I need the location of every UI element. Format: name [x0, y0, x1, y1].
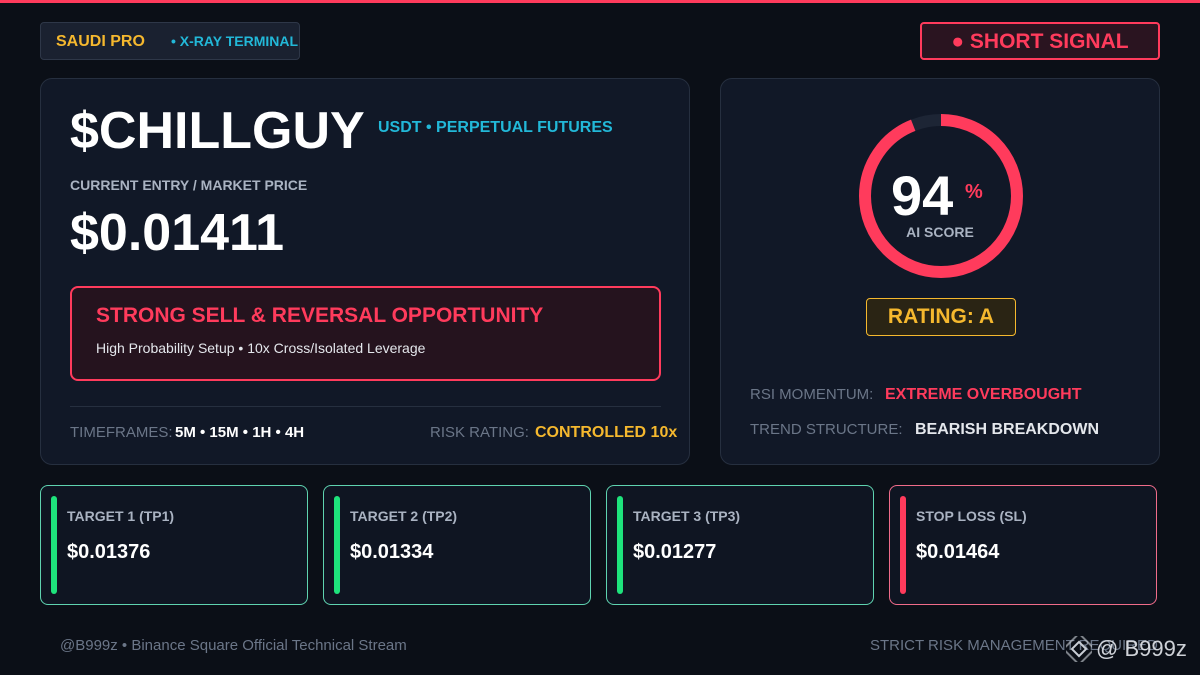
indicator-value: BEARISH BREAKDOWN	[915, 421, 1099, 438]
divider	[70, 406, 661, 407]
target-card: TARGET 3 (TP3) $0.01277	[606, 485, 874, 605]
watermark-logo	[1066, 636, 1092, 662]
stop-loss-label: STOP LOSS (SL)	[916, 508, 1027, 524]
target-label: TARGET 1 (TP1)	[67, 508, 175, 524]
target-price: $0.01376	[67, 541, 151, 563]
brand-badge: SAUDI PRO • X-RAY TERMINAL	[40, 22, 300, 60]
terminal-label: • X-RAY TERMINAL	[171, 33, 299, 49]
risk: CONTROLLED 10x	[535, 424, 678, 441]
risk-label: RISK RATING:	[430, 424, 529, 441]
stop-loss-card: STOP LOSS (SL) $0.01464	[889, 485, 1157, 605]
target-label: TARGET 3 (TP3)	[633, 508, 741, 524]
score-unit: %	[965, 181, 983, 203]
accent-bar	[334, 496, 340, 594]
watermark: @ B999z	[1096, 636, 1187, 661]
alert-detail: High Probability Setup • 10x Cross/Isola…	[96, 340, 426, 356]
top-stripe	[0, 0, 1200, 3]
market: USDT • PERPETUAL FUTURES	[378, 119, 613, 136]
price-label: CURRENT ENTRY / MARKET PRICE	[70, 177, 308, 193]
brand: SAUDI PRO	[56, 33, 145, 50]
rating-badge: RATING: A	[866, 298, 1016, 336]
timeframes-label: TIMEFRAMES:	[70, 424, 173, 441]
indicator-value: EXTREME OVERBOUGHT	[885, 386, 1082, 403]
indicator-label: TREND STRUCTURE:	[750, 421, 903, 438]
alert-box: STRONG SELL & REVERSAL OPPORTUNITY High …	[70, 286, 661, 381]
gauge-arc	[859, 114, 1023, 278]
target-price: $0.01277	[633, 541, 717, 563]
price: $0.01411	[70, 204, 285, 262]
score-gauge	[859, 114, 1023, 278]
score-value: 94	[891, 164, 954, 227]
target-price: $0.01334	[350, 541, 434, 563]
asset-panel: $CHILLGUY USDT • PERPETUAL FUTURES CURRE…	[40, 78, 690, 465]
alert-title: STRONG SELL & REVERSAL OPPORTUNITY	[96, 304, 544, 327]
target-card: TARGET 2 (TP2) $0.01334	[323, 485, 591, 605]
accent-bar	[617, 496, 623, 594]
target-card: TARGET 1 (TP1) $0.01376	[40, 485, 308, 605]
score-panel: 94 % AI SCORE RATING: A RSI MOMENTUM: EX…	[720, 78, 1160, 465]
timeframes: 5M • 15M • 1H • 4H	[175, 424, 305, 441]
target-label: TARGET 2 (TP2)	[350, 508, 458, 524]
score-label: AI SCORE	[906, 224, 974, 240]
indicator-label: RSI MOMENTUM:	[750, 386, 874, 403]
signal-badge: ● SHORT SIGNAL	[920, 22, 1160, 60]
stop-loss-price: $0.01464	[916, 541, 1000, 563]
footer-left: @B999z • Binance Square Official Technic…	[60, 637, 407, 654]
accent-bar	[900, 496, 906, 594]
ticker: $CHILLGUY	[70, 102, 365, 160]
accent-bar	[51, 496, 57, 594]
